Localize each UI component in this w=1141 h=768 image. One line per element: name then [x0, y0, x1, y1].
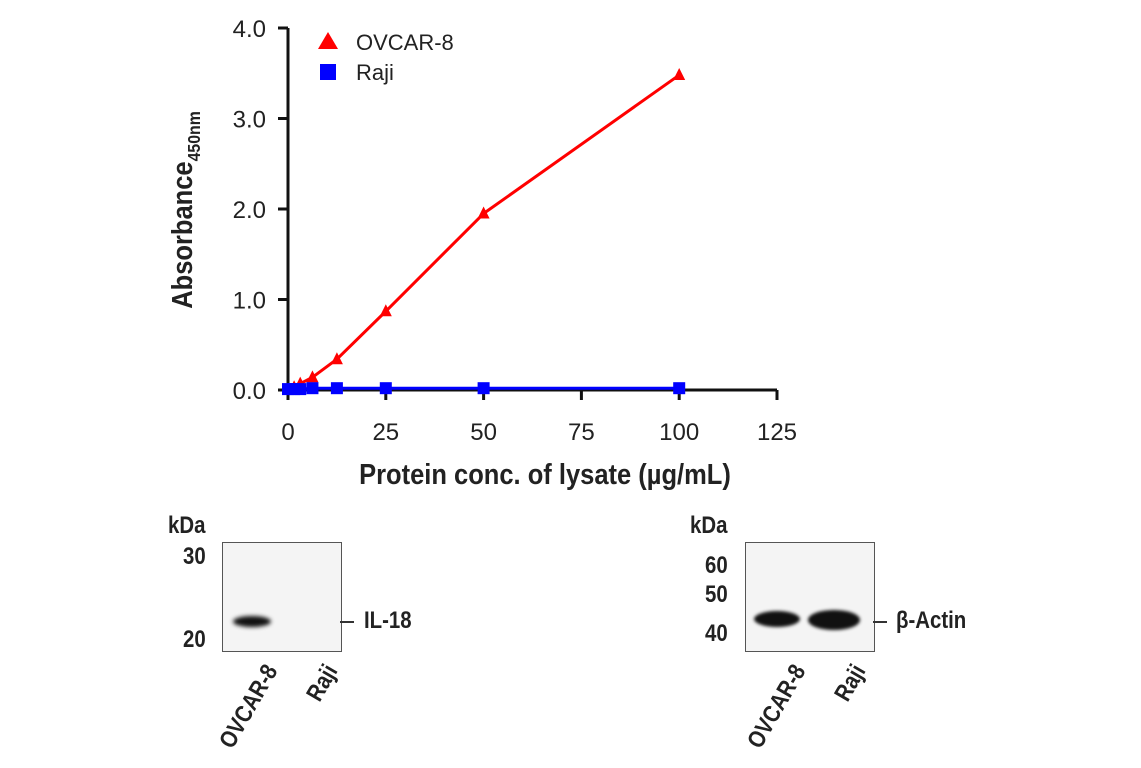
- target-beta-actin: β-Actin: [896, 607, 967, 634]
- marker-40: 40: [705, 620, 728, 647]
- y-tick-label: 3.0: [233, 107, 266, 134]
- marker-20: 20: [183, 626, 206, 653]
- marker-30: 30: [183, 543, 206, 570]
- actin-blot-image: [745, 542, 875, 652]
- lane-ovcar8: OVCAR-8: [742, 660, 812, 754]
- data-point: [379, 304, 392, 317]
- marker-50: 50: [705, 581, 728, 608]
- data-point: [330, 382, 343, 395]
- il18-blot-image: [222, 542, 342, 652]
- legend-marker: [320, 64, 336, 80]
- y-tick-label: 0.0: [233, 378, 266, 405]
- data-point: [306, 382, 319, 395]
- kda-label: kDa: [168, 512, 206, 539]
- data-point: [477, 382, 490, 395]
- data-point: [330, 352, 343, 365]
- lane-ovcar8: OVCAR-8: [214, 660, 284, 754]
- x-tick-label: 25: [372, 419, 399, 446]
- legend-label: Raji: [356, 60, 394, 85]
- marker-60: 60: [705, 552, 728, 579]
- data-point: [477, 206, 490, 219]
- actin-band-raji: [808, 610, 860, 630]
- x-tick-label: 75: [568, 419, 595, 446]
- actin-band-ovcar8: [754, 611, 800, 627]
- lane-raji: Raji: [301, 660, 344, 706]
- x-axis-label: Protein conc. of lysate (µg/mL): [359, 457, 731, 490]
- legend-label: OVCAR-8: [356, 30, 454, 55]
- elisa-chart: 0 25 50 75 100 125 0.0 1.0 2.0 3.0 4.0 OVCAR-8 Raji…: [165, 16, 797, 490]
- x-tick-label: 0: [281, 419, 294, 446]
- x-tick-label: 50: [470, 419, 497, 446]
- target-il18: IL-18: [364, 607, 412, 634]
- data-point: [306, 370, 319, 383]
- data-point: [673, 382, 686, 395]
- legend-marker: [318, 32, 338, 49]
- data-point: [673, 68, 686, 81]
- y-tick-label: 2.0: [233, 197, 266, 224]
- il18-band-ovcar8: [233, 616, 271, 627]
- data-point: [379, 382, 392, 395]
- x-tick-label: 100: [659, 419, 699, 446]
- x-tick-label: 125: [757, 419, 797, 446]
- series-line-ovcar-8: [293, 73, 681, 389]
- y-tick-label: 4.0: [233, 16, 266, 43]
- data-point: [294, 383, 307, 396]
- y-tick-label: 1.0: [233, 288, 266, 315]
- lane-raji: Raji: [829, 660, 872, 706]
- kda-label: kDa: [690, 512, 728, 539]
- y-axis-label: Absorbance450nm: [165, 111, 204, 309]
